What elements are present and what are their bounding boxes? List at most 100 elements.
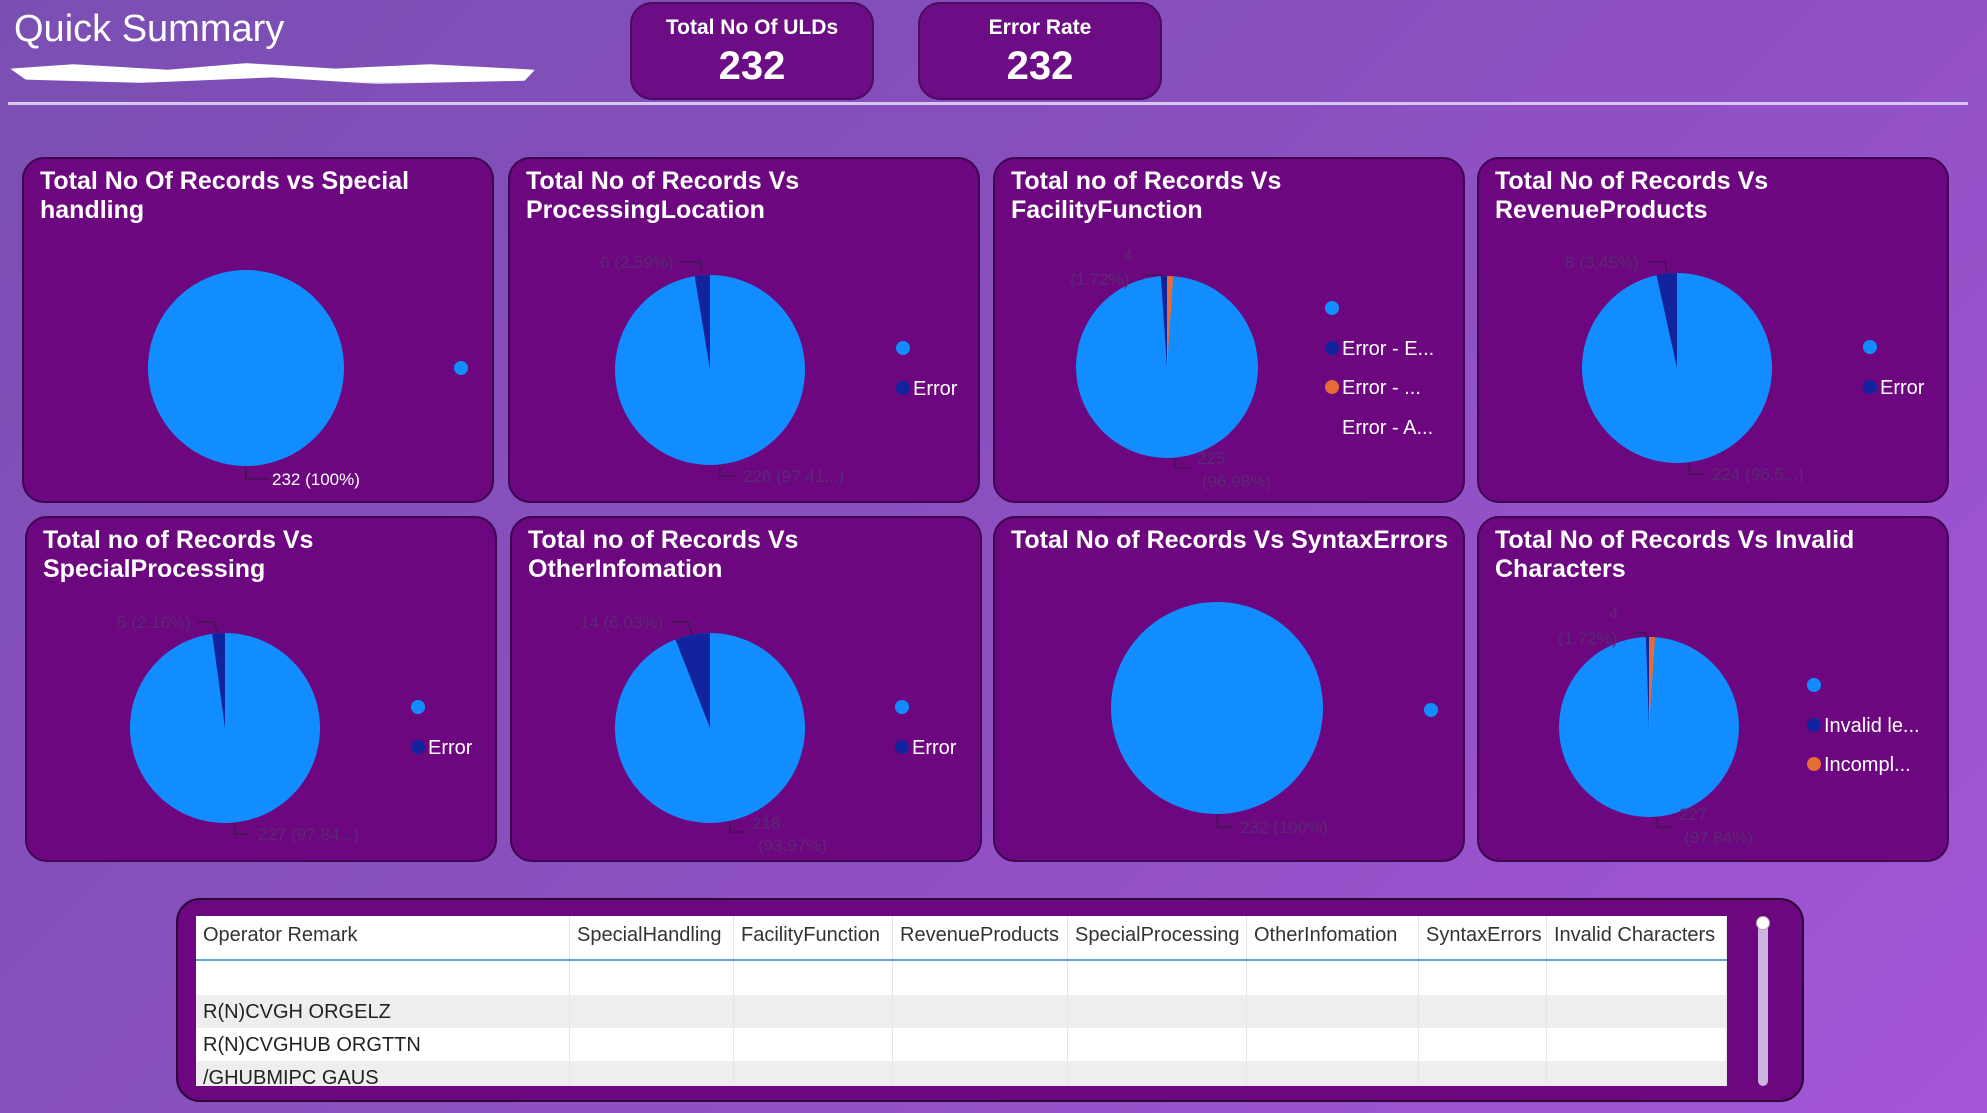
scrollbar-thumb[interactable] [1756,916,1770,930]
table-row[interactable]: /GHUBMIPC GAUS [196,1061,1727,1086]
chart-card-special-processing[interactable]: Total no of Records Vs SpecialProcessing… [25,516,497,862]
data-label: (96.98%) [1202,472,1271,491]
legend-entry: Error [1880,377,1925,399]
legend-marker[interactable] [1863,380,1877,394]
table-cell [1247,961,1419,995]
column-header[interactable]: RevenueProducts [893,916,1068,959]
table-cell [1068,961,1247,995]
data-label: 224 (96.5...) [1712,465,1804,484]
pie-chart[interactable]: 4 (1.72%) 227 (97.84%) Invalid le... Inc… [1479,518,1951,864]
legend-marker[interactable] [896,341,910,355]
pie-slice[interactable] [1656,272,1678,368]
chart-card-special-handling[interactable]: Total No Of Records vs Special handling … [22,157,494,503]
data-label: 4 [1123,246,1132,265]
pie-chart[interactable]: 5 (2.16%) 227 (97.84...) Error [27,518,499,864]
column-header[interactable]: SpecialProcessing [1068,916,1247,959]
pie-chart[interactable]: 232 (100%) [24,159,496,505]
chart-title: Total No of Records Vs ProcessingLocatio… [526,167,800,224]
pie-slice[interactable] [1111,602,1323,814]
pie-slice[interactable] [148,270,344,466]
column-header[interactable]: Invalid Characters [1547,916,1727,959]
pie-chart[interactable]: 6 (2.59%) 226 (97.41...) Error [510,159,982,505]
column-header[interactable]: OtherInfomation [1247,916,1419,959]
operator-remark-table-card: Operator Remark SpecialHandling Facility… [176,898,1804,1102]
data-label: 227 [1679,805,1707,824]
data-label: 5 (2.16%) [117,613,191,632]
legend-marker[interactable] [1807,757,1821,771]
table-cell [893,995,1068,1028]
legend-entry: Incompl... [1824,754,1911,776]
table-row[interactable]: R(N)CVGHUB ORGTTN [196,1028,1727,1061]
table-cell [570,1061,734,1086]
pie-slice[interactable] [675,633,711,728]
column-header[interactable]: FacilityFunction [734,916,893,959]
kpi-value: 232 [1006,44,1074,88]
pie-slice[interactable] [694,274,710,370]
legend-marker[interactable] [1424,703,1438,717]
legend-marker[interactable] [1863,340,1877,354]
pie-chart[interactable]: 4 (1.72%) 225 (96.98%) Error - E... Erro… [995,159,1467,505]
legend-entry: Error - E... [1342,338,1434,360]
table-cell: /GHUBMIPC GAUS [196,1061,570,1086]
table-cell [1247,1061,1419,1086]
data-label: (1.72%) [1070,270,1130,289]
chart-card-other-information[interactable]: Total no of Records Vs OtherInfomation 1… [510,516,982,862]
column-header[interactable]: Operator Remark [196,916,570,959]
chart-title: Total No Of Records vs Special handling [40,167,410,224]
chart-title: Total No of Records Vs SyntaxErrors [1011,526,1449,554]
table-cell [1547,995,1727,1028]
table-cell [1247,1028,1419,1061]
pie-slice[interactable] [1160,275,1167,367]
legend-marker[interactable] [1807,718,1821,732]
legend-marker[interactable] [1325,341,1339,355]
data-table[interactable]: Operator Remark SpecialHandling Facility… [196,916,1727,1086]
chart-card-syntax-errors[interactable]: Total No of Records Vs SyntaxErrors 232 … [993,516,1465,862]
pie-chart[interactable]: 8 (3.45%) 224 (96.5...) Error [1479,159,1951,505]
legend-marker[interactable] [1325,301,1339,315]
legend-marker[interactable] [411,700,425,714]
table-cell [570,1028,734,1061]
chart-title: Total No of Records Vs Invalid Character… [1495,526,1855,583]
legend-marker[interactable] [895,740,909,754]
legend-marker[interactable] [1807,678,1821,692]
table-row[interactable] [196,961,1727,995]
table-cell [893,961,1068,995]
chart-card-invalid-characters[interactable]: Total No of Records Vs Invalid Character… [1477,516,1949,862]
table-cell: R(N)CVGHUB ORGTTN [196,1028,570,1061]
kpi-value: 232 [718,44,786,88]
pie-chart[interactable]: 232 (100%) [995,518,1467,864]
table-cell [734,995,893,1028]
kpi-card-total-ulds: Total No Of ULDs 232 [630,2,874,100]
kpi-label: Total No Of ULDs [665,16,839,39]
legend-entry: Error - A... [1342,417,1433,439]
pie-slice[interactable] [1649,636,1656,727]
legend-marker[interactable] [1325,380,1339,394]
pie-slice[interactable] [1167,275,1174,367]
data-label: 226 (97.41...) [743,467,844,486]
chart-title: Total no of Records Vs SpecialProcessing [43,526,314,583]
table-cell [734,961,893,995]
table-row[interactable]: R(N)CVGH ORGELZ [196,995,1727,1028]
data-label: (97.84%) [1684,828,1753,847]
legend-marker[interactable] [896,381,910,395]
data-label: 232 (100%) [272,470,360,489]
table-cell [570,995,734,1028]
chart-card-facility-function[interactable]: Total no of Records Vs FacilityFunction … [993,157,1465,503]
chart-card-revenue-products[interactable]: Total No of Records Vs RevenueProducts 8… [1477,157,1949,503]
pie-slice[interactable] [212,633,225,728]
data-label: 8 (3.45%) [1565,253,1639,272]
legend-marker[interactable] [895,700,909,714]
legend-marker[interactable] [454,361,468,375]
legend-entry: Error - ... [1342,377,1421,399]
pie-chart[interactable]: 14 (6.03%) 218 (93.97%) Error [512,518,984,864]
pie-slice[interactable] [1645,637,1649,727]
redacted-subtitle [10,63,535,84]
column-header[interactable]: SpecialHandling [570,916,734,959]
column-header[interactable]: SyntaxErrors [1419,916,1547,959]
table-cell [1247,995,1419,1028]
chart-card-processing-location[interactable]: Total No of Records Vs ProcessingLocatio… [508,157,980,503]
legend-marker[interactable] [411,740,425,754]
vertical-scrollbar[interactable] [1758,916,1768,1086]
table-cell [1068,995,1247,1028]
data-label: 225 [1197,449,1225,468]
